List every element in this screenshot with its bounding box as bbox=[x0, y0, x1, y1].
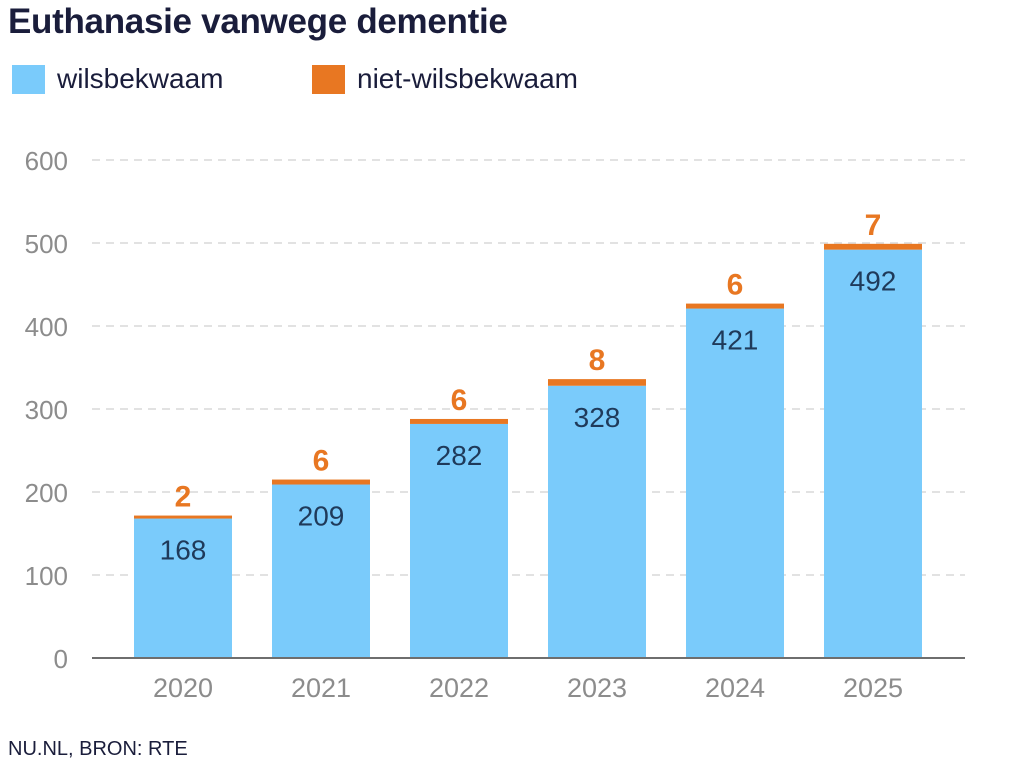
legend-swatch-wilsbekwaam bbox=[12, 64, 45, 94]
data-label-niet-wilsbekwaam: 6 bbox=[313, 445, 330, 478]
x-axis-ticks: 2020 2021 2022 2023 2024 2025 bbox=[153, 673, 903, 703]
x-tick-label: 2020 bbox=[153, 673, 213, 703]
chart-title: Euthanasie vanwege dementie bbox=[8, 2, 508, 41]
bar-niet-wilsbekwaam bbox=[548, 379, 646, 386]
legend-item-wilsbekwaam: wilsbekwaam bbox=[12, 62, 224, 96]
data-label-niet-wilsbekwaam: 8 bbox=[589, 344, 606, 377]
y-tick-label: 300 bbox=[25, 395, 68, 425]
bar-niet-wilsbekwaam bbox=[686, 303, 784, 309]
bar-wilsbekwaam bbox=[686, 308, 784, 658]
x-tick-label: 2022 bbox=[429, 673, 489, 703]
data-label-wilsbekwaam: 282 bbox=[436, 440, 483, 471]
bar-wilsbekwaam bbox=[548, 385, 646, 658]
bar-niet-wilsbekwaam bbox=[824, 243, 922, 250]
data-label-niet-wilsbekwaam: 7 bbox=[865, 209, 882, 242]
bar-wilsbekwaam bbox=[410, 423, 508, 658]
data-label-niet-wilsbekwaam: 2 bbox=[175, 481, 192, 514]
data-label-wilsbekwaam: 168 bbox=[160, 535, 207, 566]
bar-niet-wilsbekwaam bbox=[134, 515, 232, 519]
bars: 168 2 209 6 282 6 328 8 421 6 492 7 bbox=[134, 209, 922, 658]
data-label-wilsbekwaam: 328 bbox=[574, 402, 621, 433]
source-note: NU.NL, BRON: RTE bbox=[8, 738, 188, 760]
y-tick-label: 600 bbox=[25, 146, 68, 176]
x-tick-label: 2024 bbox=[705, 673, 765, 703]
legend-label-wilsbekwaam: wilsbekwaam bbox=[57, 63, 224, 94]
gridlines bbox=[92, 159, 965, 576]
x-tick-label: 2025 bbox=[843, 673, 903, 703]
bar-wilsbekwaam bbox=[824, 249, 922, 658]
x-tick-label: 2021 bbox=[291, 673, 351, 703]
bar-niet-wilsbekwaam bbox=[272, 479, 370, 485]
data-label-wilsbekwaam: 492 bbox=[850, 266, 897, 297]
y-tick-label: 400 bbox=[25, 312, 68, 342]
data-label-wilsbekwaam: 421 bbox=[712, 325, 759, 356]
data-label-niet-wilsbekwaam: 6 bbox=[727, 269, 744, 302]
legend-swatch-niet-wilsbekwaam bbox=[312, 64, 345, 94]
y-tick-label: 200 bbox=[25, 478, 68, 508]
chart-plot: 0 100 200 300 400 500 600 168 2 209 6 282 6 328 8 421 6… bbox=[25, 146, 965, 703]
data-label-niet-wilsbekwaam: 6 bbox=[451, 384, 468, 417]
y-tick-label: 500 bbox=[25, 229, 68, 259]
legend-item-niet-wilsbekwaam: niet-wilsbekwaam bbox=[312, 62, 578, 96]
x-tick-label: 2023 bbox=[567, 673, 627, 703]
bar-niet-wilsbekwaam bbox=[410, 418, 508, 424]
y-tick-label: 0 bbox=[54, 644, 68, 674]
data-label-wilsbekwaam: 209 bbox=[298, 501, 345, 532]
y-axis-ticks: 0 100 200 300 400 500 600 bbox=[25, 146, 68, 674]
y-tick-label: 100 bbox=[25, 561, 68, 591]
legend: wilsbekwaam niet-wilsbekwaam bbox=[12, 62, 712, 96]
legend-label-niet-wilsbekwaam: niet-wilsbekwaam bbox=[357, 63, 578, 94]
bar-wilsbekwaam bbox=[272, 484, 370, 658]
bar-wilsbekwaam bbox=[134, 518, 232, 658]
